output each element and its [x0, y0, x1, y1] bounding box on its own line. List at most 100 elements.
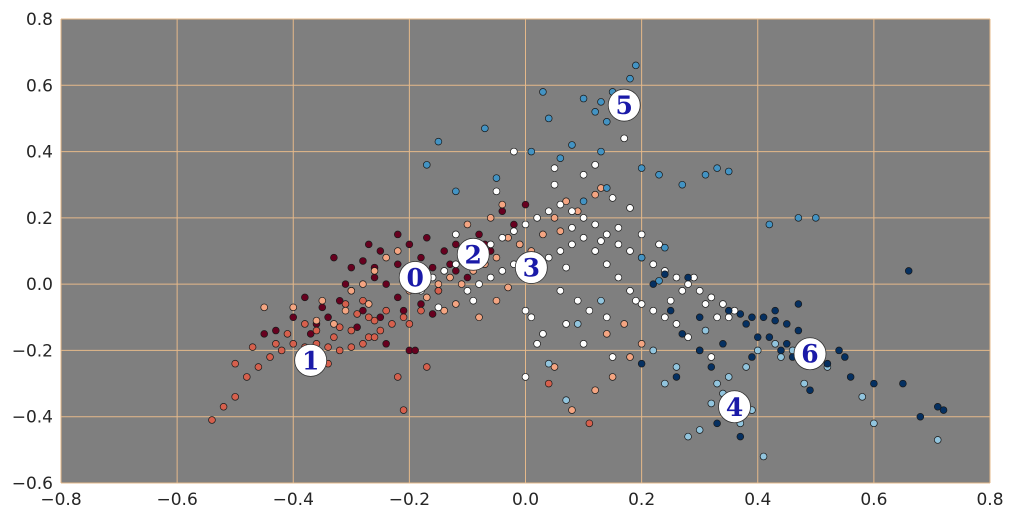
data-point-cluster-1	[376, 326, 385, 335]
data-point-cluster-3	[713, 313, 721, 322]
data-point-cluster-2	[550, 214, 559, 222]
data-point-cluster-3	[614, 240, 623, 249]
data-point-cluster-2	[492, 253, 501, 262]
data-point-cluster-1	[208, 416, 216, 424]
data-point-cluster-3	[649, 306, 657, 315]
data-point-cluster-0	[382, 340, 390, 348]
data-point-cluster-3	[562, 320, 570, 328]
data-point-cluster-1	[231, 393, 239, 401]
data-point-cluster-3	[695, 287, 704, 295]
data-point-cluster-3	[608, 353, 617, 361]
cluster-marker-1	[294, 343, 328, 377]
data-point-cluster-2	[364, 300, 373, 308]
x-tick-label: −0.2	[389, 490, 430, 510]
data-point-cluster-4	[933, 436, 942, 444]
data-point-cluster-0	[452, 267, 460, 275]
data-point-cluster-4	[724, 373, 733, 381]
data-point-cluster-5	[423, 161, 431, 169]
data-point-cluster-6	[870, 379, 878, 388]
data-point-cluster-1	[341, 300, 350, 308]
data-point-cluster-0	[510, 220, 518, 229]
data-point-cluster-5	[626, 74, 634, 83]
x-tick-label: −0.8	[40, 490, 81, 510]
data-point-cluster-3	[533, 214, 541, 222]
data-point-cluster-3	[591, 161, 599, 169]
cluster-marker-6	[793, 337, 827, 371]
x-tick-label: 0.8	[976, 490, 1003, 510]
data-point-cluster-3	[498, 267, 507, 275]
data-point-cluster-5	[637, 253, 646, 262]
data-point-cluster-1	[301, 320, 309, 328]
data-point-cluster-1	[312, 326, 321, 335]
data-point-cluster-3	[486, 240, 495, 249]
data-point-cluster-5	[765, 220, 774, 229]
data-point-cluster-2	[312, 316, 321, 325]
data-point-cluster-0	[364, 240, 373, 249]
data-point-cluster-3	[440, 267, 448, 275]
cluster-marker-2	[456, 237, 490, 271]
data-point-cluster-0	[463, 273, 472, 282]
data-point-cluster-6	[707, 363, 716, 371]
data-point-cluster-1	[219, 403, 228, 411]
data-point-cluster-1	[243, 373, 251, 381]
data-point-cluster-2	[347, 287, 356, 295]
data-point-cluster-3	[486, 273, 495, 282]
data-point-cluster-2	[382, 253, 390, 262]
data-point-cluster-5	[492, 174, 501, 182]
data-point-cluster-6	[695, 346, 704, 355]
data-point-cluster-5	[568, 141, 576, 149]
data-point-cluster-3	[510, 227, 518, 235]
data-point-cluster-4	[742, 363, 750, 371]
data-point-cluster-0	[394, 260, 402, 269]
data-point-cluster-6	[736, 310, 745, 318]
data-point-cluster-3	[649, 260, 657, 269]
data-point-cluster-0	[324, 313, 332, 322]
data-point-cluster-6	[748, 313, 756, 322]
cluster-marker-0	[398, 261, 432, 294]
cluster-marker-3	[514, 251, 548, 284]
data-point-cluster-0	[440, 247, 448, 255]
data-point-cluster-2	[608, 373, 617, 381]
x-tick-label: 0.6	[860, 490, 887, 510]
data-point-cluster-0	[260, 330, 268, 338]
data-point-cluster-3	[608, 194, 617, 202]
data-point-cluster-0	[347, 263, 356, 272]
data-point-cluster-2	[550, 363, 559, 371]
data-point-cluster-3	[556, 287, 565, 295]
data-point-cluster-0	[405, 240, 414, 249]
data-point-cluster-1	[347, 343, 356, 351]
data-point-cluster-1	[544, 379, 553, 388]
cluster-label-5: 5	[616, 91, 633, 120]
data-point-cluster-1	[277, 346, 286, 355]
data-point-cluster-6	[666, 306, 675, 315]
data-point-cluster-3	[626, 287, 634, 295]
data-point-cluster-5	[794, 214, 803, 222]
y-tick-label: 0.8	[26, 10, 53, 30]
data-point-cluster-5	[812, 214, 820, 222]
data-point-cluster-0	[370, 273, 379, 282]
data-point-cluster-5	[597, 98, 605, 106]
data-point-cluster-1	[388, 320, 396, 328]
data-point-cluster-6	[835, 346, 843, 355]
data-point-cluster-5	[632, 61, 640, 70]
data-point-cluster-3	[637, 300, 646, 308]
data-point-cluster-1	[231, 359, 239, 368]
data-point-cluster-4	[777, 353, 785, 361]
data-point-cluster-6	[823, 359, 832, 368]
data-point-cluster-2	[330, 320, 338, 328]
data-point-cluster-0	[359, 257, 367, 265]
data-point-cluster-0	[394, 230, 402, 239]
data-point-cluster-3	[591, 247, 599, 255]
data-point-cluster-6	[916, 412, 925, 421]
data-point-cluster-2	[440, 306, 448, 315]
data-point-cluster-3	[498, 233, 507, 242]
data-point-cluster-4	[695, 426, 704, 434]
data-point-cluster-0	[428, 310, 437, 318]
data-point-cluster-5	[452, 187, 460, 196]
data-point-cluster-1	[283, 330, 292, 338]
data-point-cluster-0	[521, 200, 530, 209]
data-point-cluster-2	[603, 330, 611, 338]
data-point-cluster-2	[475, 313, 483, 322]
data-point-cluster-1	[364, 313, 373, 322]
data-point-cluster-5	[603, 117, 611, 126]
